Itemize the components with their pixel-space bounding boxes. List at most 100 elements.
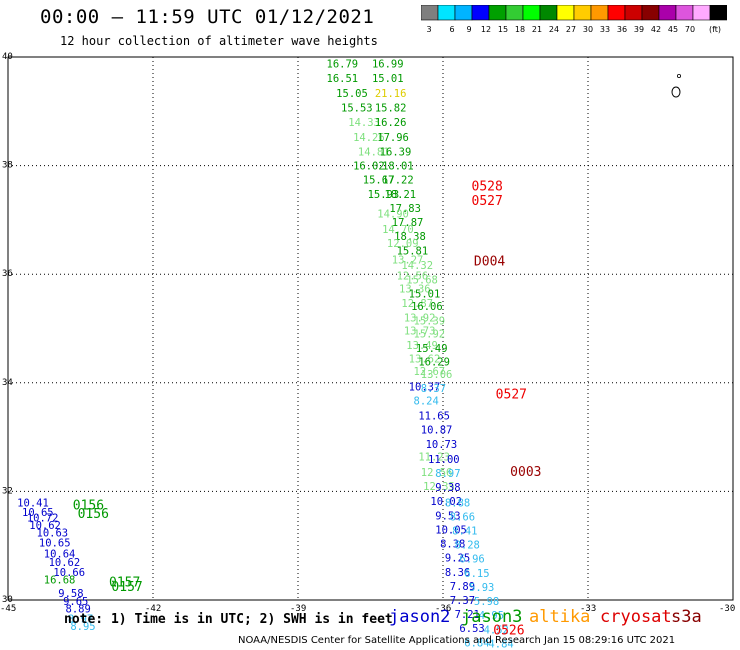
legend-label: 42 — [651, 25, 661, 34]
legend-label: 36 — [617, 25, 627, 34]
legend-swatch — [641, 5, 660, 21]
wave-height-label: 10.66 — [53, 567, 85, 579]
color-legend: 3 6 9 12 15 18 21 24 27 30 33 36 39 42 45 70 (ft) — [421, 5, 727, 34]
wave-height-label: 12.09 — [387, 238, 419, 250]
lat-tick-label: 38 — [2, 161, 13, 171]
wave-height-label: 10.73 — [426, 439, 458, 451]
legend-swatch — [488, 5, 507, 21]
pass-id-label: 0526 — [493, 623, 524, 638]
wave-height-label: 9.53 — [435, 510, 460, 522]
wave-height-label: 8.89 — [66, 604, 91, 616]
wave-height-label: 13.06 — [421, 369, 453, 381]
legend-label: 6 — [449, 25, 454, 34]
wave-height-label: 10.64 — [44, 548, 76, 560]
legend-swatch — [454, 5, 473, 21]
wave-height-label: 14.26 — [353, 132, 385, 144]
legend-label: 9 — [466, 25, 471, 34]
wave-height-label: 8.95 — [70, 621, 95, 633]
wave-height-label: 8.97 — [68, 613, 93, 625]
wave-height-label: 15.92 — [414, 328, 446, 340]
legend-swatch — [421, 5, 439, 21]
wave-height-label: 10.72 — [27, 512, 59, 524]
wave-height-label: 6.53 — [459, 623, 484, 635]
legend-swatch — [437, 5, 456, 21]
lon-tick-label: -45 — [0, 604, 16, 614]
wave-height-label: 7.21 — [455, 609, 480, 621]
legend-swatch — [692, 5, 711, 21]
legend-swatch — [573, 5, 592, 21]
wave-height-label: 12.56 — [397, 270, 429, 282]
wave-height-label: 14.90 — [377, 208, 409, 220]
pass-id-label: 0156 — [73, 498, 104, 513]
legend-swatch — [675, 5, 694, 21]
lat-tick-label: 40 — [2, 52, 13, 62]
wave-height-label: 21.16 — [375, 88, 407, 100]
legend-swatch — [658, 5, 677, 21]
legend-label: 18 — [515, 25, 525, 34]
wave-height-label: 9.65 — [63, 596, 88, 608]
pass-id-label: 0157 — [109, 576, 140, 591]
wave-height-label: 18.38 — [394, 231, 426, 243]
pass-id-label: 0003 — [510, 465, 541, 480]
wave-height-label: 8.66 — [450, 511, 475, 523]
wave-height-label: 15.68 — [406, 275, 438, 287]
wave-height-label: 8.41 — [452, 525, 477, 537]
wave-height-label: 8.37 — [421, 383, 446, 395]
wave-height-label: 15.49 — [416, 343, 448, 355]
legend-label: 45 — [668, 25, 678, 34]
satellite-jason2: jason2 — [389, 607, 451, 627]
wave-height-label: 16.26 — [375, 117, 407, 129]
wave-height-label: 8.36 — [445, 567, 470, 579]
pass-id-label: 0527 — [496, 388, 527, 403]
legend-swatch — [522, 5, 541, 21]
legend-label: 24 — [549, 25, 559, 34]
wave-height-label: 10.65 — [39, 537, 71, 549]
legend-swatch — [556, 5, 575, 21]
pass-id-label: 0156 — [78, 507, 109, 522]
wave-height-label: 13.62 — [409, 353, 441, 365]
legend-label: 27 — [566, 25, 576, 34]
wave-height-label: 12.35 — [423, 481, 455, 493]
wave-height-label: 10.87 — [421, 424, 453, 436]
wave-height-label: 7.89 — [450, 581, 475, 593]
pass-id-label: 0527 — [472, 194, 503, 209]
lon-tick-label: -42 — [145, 604, 161, 614]
wave-height-label: 13.73 — [404, 326, 436, 338]
wave-height-label: 15.82 — [375, 102, 407, 114]
legend-label: 33 — [600, 25, 610, 34]
wave-height-label: 10.62 — [29, 520, 61, 532]
wave-height-label: 12.67 — [414, 366, 446, 378]
wave-height-label: 14.81 — [358, 146, 390, 158]
wave-height-label: 14.70 — [382, 224, 414, 236]
legend-swatch — [709, 5, 727, 21]
wave-height-label: 8.28 — [455, 540, 480, 552]
lat-tick-label: 34 — [2, 378, 13, 388]
wave-height-label: 17.96 — [377, 132, 409, 144]
lat-tick-label: 30 — [2, 595, 13, 605]
wave-height-label: 15.81 — [397, 245, 429, 257]
legend-swatch — [624, 5, 643, 21]
wave-height-label: 5.93 — [469, 582, 494, 594]
wave-height-label: 16.39 — [380, 146, 412, 158]
lon-tick-label: -36 — [435, 604, 451, 614]
wave-height-label: 4.95 — [479, 610, 504, 622]
wave-height-label: 10.05 — [435, 524, 467, 536]
wave-height-label: 11.23 — [418, 452, 450, 464]
legend-label: 12 — [481, 25, 491, 34]
wave-height-label: 14.32 — [401, 260, 433, 272]
footnote: note: 1) Time is in UTC; 2) SWH is in fe… — [64, 612, 393, 627]
wave-height-label: 16.99 — [372, 59, 404, 71]
wave-height-label: 17.22 — [382, 175, 414, 187]
wave-height-label: 4.52 — [484, 624, 509, 636]
credits-footer: NOAA/NESDIS Center for Satellite Applica… — [238, 635, 676, 646]
wave-height-label: 5.98 — [474, 596, 499, 608]
wave-height-label: 8.88 — [445, 497, 470, 509]
wave-height-label: 15.01 — [372, 73, 404, 85]
wave-height-label: 13.27 — [392, 255, 424, 267]
wave-height-label: 8.24 — [414, 396, 439, 408]
wave-height-label: 10.62 — [49, 557, 81, 569]
wave-height-label: 9.25 — [445, 553, 470, 565]
wave-height-label: 16.02 — [353, 161, 385, 173]
